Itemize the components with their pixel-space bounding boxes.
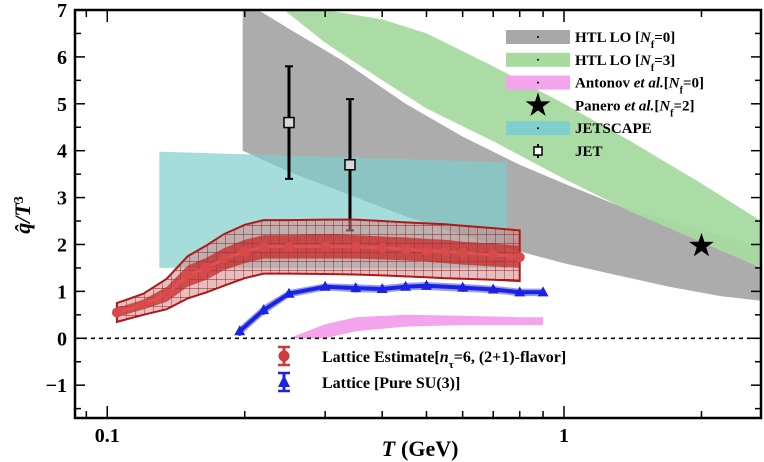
y-tick-label: 5 <box>57 94 67 116</box>
point-lattice-estimate-n-6-2-1-flavor <box>201 262 212 273</box>
inner-band-lattice-estimate-n-6-2-1-flavor <box>116 234 520 318</box>
y-tick-label: 6 <box>57 47 67 69</box>
x-axis-title: T (GeV) <box>382 436 459 461</box>
band-antonov-et-al-nf-0 <box>289 314 544 339</box>
point-lattice-estimate-n-6-2-1-flavor <box>218 253 229 264</box>
point-lattice-estimate-n-6-2-1-flavor <box>239 246 250 257</box>
legend-label-antonov-et-al-nf-0: Antonov et al.[Nf=0] <box>575 76 704 97</box>
x-tick-label: 1 <box>559 425 569 447</box>
y-tick-label: 0 <box>57 328 67 350</box>
x-tick-label: 0.1 <box>95 425 120 447</box>
point-lattice-estimate-n-6-2-1-flavor <box>111 307 122 318</box>
point-panero-et-al-nf-2 <box>689 232 714 257</box>
plot-area <box>75 10 761 340</box>
point-lattice-pure-su-3 <box>487 283 499 294</box>
y-tick-label: 4 <box>57 141 67 163</box>
x-axis-variable: T <box>382 436 397 461</box>
legend-label-htl-lo-nf-3: HTL LO [Nf=3] <box>575 53 675 74</box>
y-tick-label: −1 <box>46 375 67 397</box>
point-jet <box>344 159 356 171</box>
point-lattice-estimate-n-6-2-1-flavor <box>161 288 172 299</box>
point-lattice-pure-su-3 <box>514 286 526 297</box>
point-lattice-estimate-n-6-2-1-flavor <box>421 245 432 256</box>
point-lattice-pure-su-3 <box>400 280 412 291</box>
point-lattice-estimate-n-6-2-1-flavor <box>182 269 193 280</box>
point-lattice-estimate-n-6-2-1-flavor <box>488 249 499 260</box>
legend-swatch-lattice-pure-su-3 <box>278 375 290 387</box>
point-lattice-pure-su-3 <box>457 281 469 292</box>
band-htl-lo-nf-0 <box>242 10 761 301</box>
y-tick-label: 3 <box>57 188 67 210</box>
legend-label-lattice-pure-su-3: Lattice [Pure SU(3)] <box>322 375 460 392</box>
legend-label-jetscape: JETSCAPE <box>575 121 652 137</box>
legend-label-lattice-estimate-n-6-2-1-flavor: Lattice Estimate[nτ=6, (2+1)-flavor] <box>322 349 566 371</box>
point-lattice-pure-su-3 <box>319 280 331 291</box>
point-lattice-estimate-n-6-2-1-flavor <box>138 299 149 310</box>
point-lattice-estimate-n-6-2-1-flavor <box>400 244 411 255</box>
point-lattice-pure-su-3 <box>258 304 270 315</box>
point-lattice-estimate-n-6-2-1-flavor <box>457 247 468 258</box>
point-lattice-estimate-n-6-2-1-flavor <box>258 241 269 252</box>
plot-frame <box>73 8 763 420</box>
y-axis-title: q̂/T3 <box>10 196 35 234</box>
point-lattice-pure-su-3 <box>350 282 362 293</box>
point-lattice-pure-su-3 <box>537 286 549 297</box>
point-lattice-pure-su-3 <box>234 325 246 336</box>
point-lattice-estimate-n-6-2-1-flavor <box>514 252 525 263</box>
legend-dot-htl-lo-nf-3 <box>537 58 539 61</box>
point-lattice-pure-su-3 <box>376 283 388 294</box>
legend-swatch-panero-et-al-nf-2 <box>525 92 551 116</box>
y-tick-label: 1 <box>57 281 67 303</box>
legend-label-jet: JET <box>575 144 603 160</box>
point-lattice-estimate-n-6-2-1-flavor <box>320 241 331 252</box>
point-lattice-pure-su-3 <box>420 279 432 290</box>
x-axis-unit: (GeV) <box>401 436 458 461</box>
legend-dot-htl-lo-nf-0 <box>537 36 539 38</box>
y-tick-label: 2 <box>57 234 67 256</box>
legend-label-panero-et-al-nf-2: Panero et al.[Nf=2] <box>575 98 695 119</box>
point-lattice-estimate-n-6-2-1-flavor <box>283 241 294 252</box>
point-lattice-estimate-n-6-2-1-flavor <box>377 242 388 253</box>
legend-dot-antonov-et-al-nf-0 <box>537 81 539 84</box>
point-lattice-estimate-n-6-2-1-flavor <box>440 246 451 257</box>
band-htl-lo-nf-3 <box>284 10 761 268</box>
y-tick-label: 7 <box>57 0 67 22</box>
legend-swatch-lattice-estimate-n-6-2-1-flavor <box>278 350 290 362</box>
legend-swatch-jet <box>533 146 543 156</box>
point-lattice-estimate-n-6-2-1-flavor <box>350 241 361 252</box>
legend-dot-jetscape <box>537 127 539 130</box>
legend-label-htl-lo-nf-0: HTL LO [Nf=0] <box>575 30 675 51</box>
y-axis-exponent: 3 <box>12 196 27 203</box>
legend: HTL LO [Nf=0]HTL LO [Nf=3]Antonov et al.… <box>278 30 704 393</box>
y-axis-q: q̂/T <box>10 202 35 234</box>
point-lattice-pure-su-3 <box>283 287 295 298</box>
point-jet <box>283 116 295 129</box>
